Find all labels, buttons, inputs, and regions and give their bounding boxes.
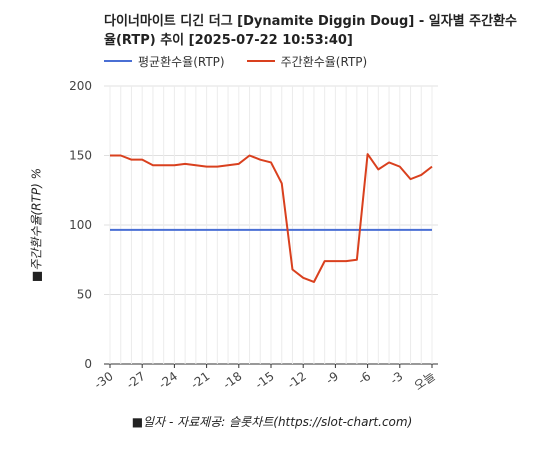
x-tick-label: -18 xyxy=(220,369,244,392)
y-tick-label: 150 xyxy=(69,149,92,163)
legend-item-weekly[interactable]: 주간환수율(RTP) xyxy=(246,53,368,70)
legend-label-average: 평균환수율(RTP) xyxy=(138,54,225,69)
x-tick-label: -15 xyxy=(253,369,277,392)
x-tick-label: -6 xyxy=(355,369,373,387)
x-tick-label: -21 xyxy=(188,369,212,392)
chart-title: 다이너마이트 디긴 더그 [Dynamite Diggin Doug] - 일자… xyxy=(104,14,517,48)
y-tick-label: 100 xyxy=(69,218,92,232)
x-axis-title: ■일자 - 자료제공: 슬롯차트(https://slot-chart.com) xyxy=(131,415,413,429)
x-tick-label: -27 xyxy=(124,369,148,392)
y-tick-label: 200 xyxy=(69,79,92,93)
legend: 평균환수율(RTP) 주간환수율(RTP) xyxy=(104,53,389,69)
x-tick-label: -3 xyxy=(388,369,406,387)
legend-label-weekly: 주간환수율(RTP) xyxy=(280,54,368,69)
series-line-weekly xyxy=(110,153,433,283)
y-tick-label: 50 xyxy=(77,288,92,302)
legend-swatch-weekly xyxy=(246,60,275,62)
x-tick-label: 오늘 xyxy=(412,369,438,393)
x-tick-label: -24 xyxy=(156,369,180,392)
x-tick-label: -30 xyxy=(92,369,116,392)
x-tick-label: -9 xyxy=(323,369,341,387)
legend-item-average[interactable]: 평균환수율(RTP) xyxy=(104,53,225,70)
y-tick-label: 0 xyxy=(84,357,92,371)
legend-swatch-average xyxy=(104,60,132,62)
x-tick-label: -12 xyxy=(285,369,309,392)
y-axis-title: ■주간환수율(RTP) % xyxy=(29,167,44,283)
